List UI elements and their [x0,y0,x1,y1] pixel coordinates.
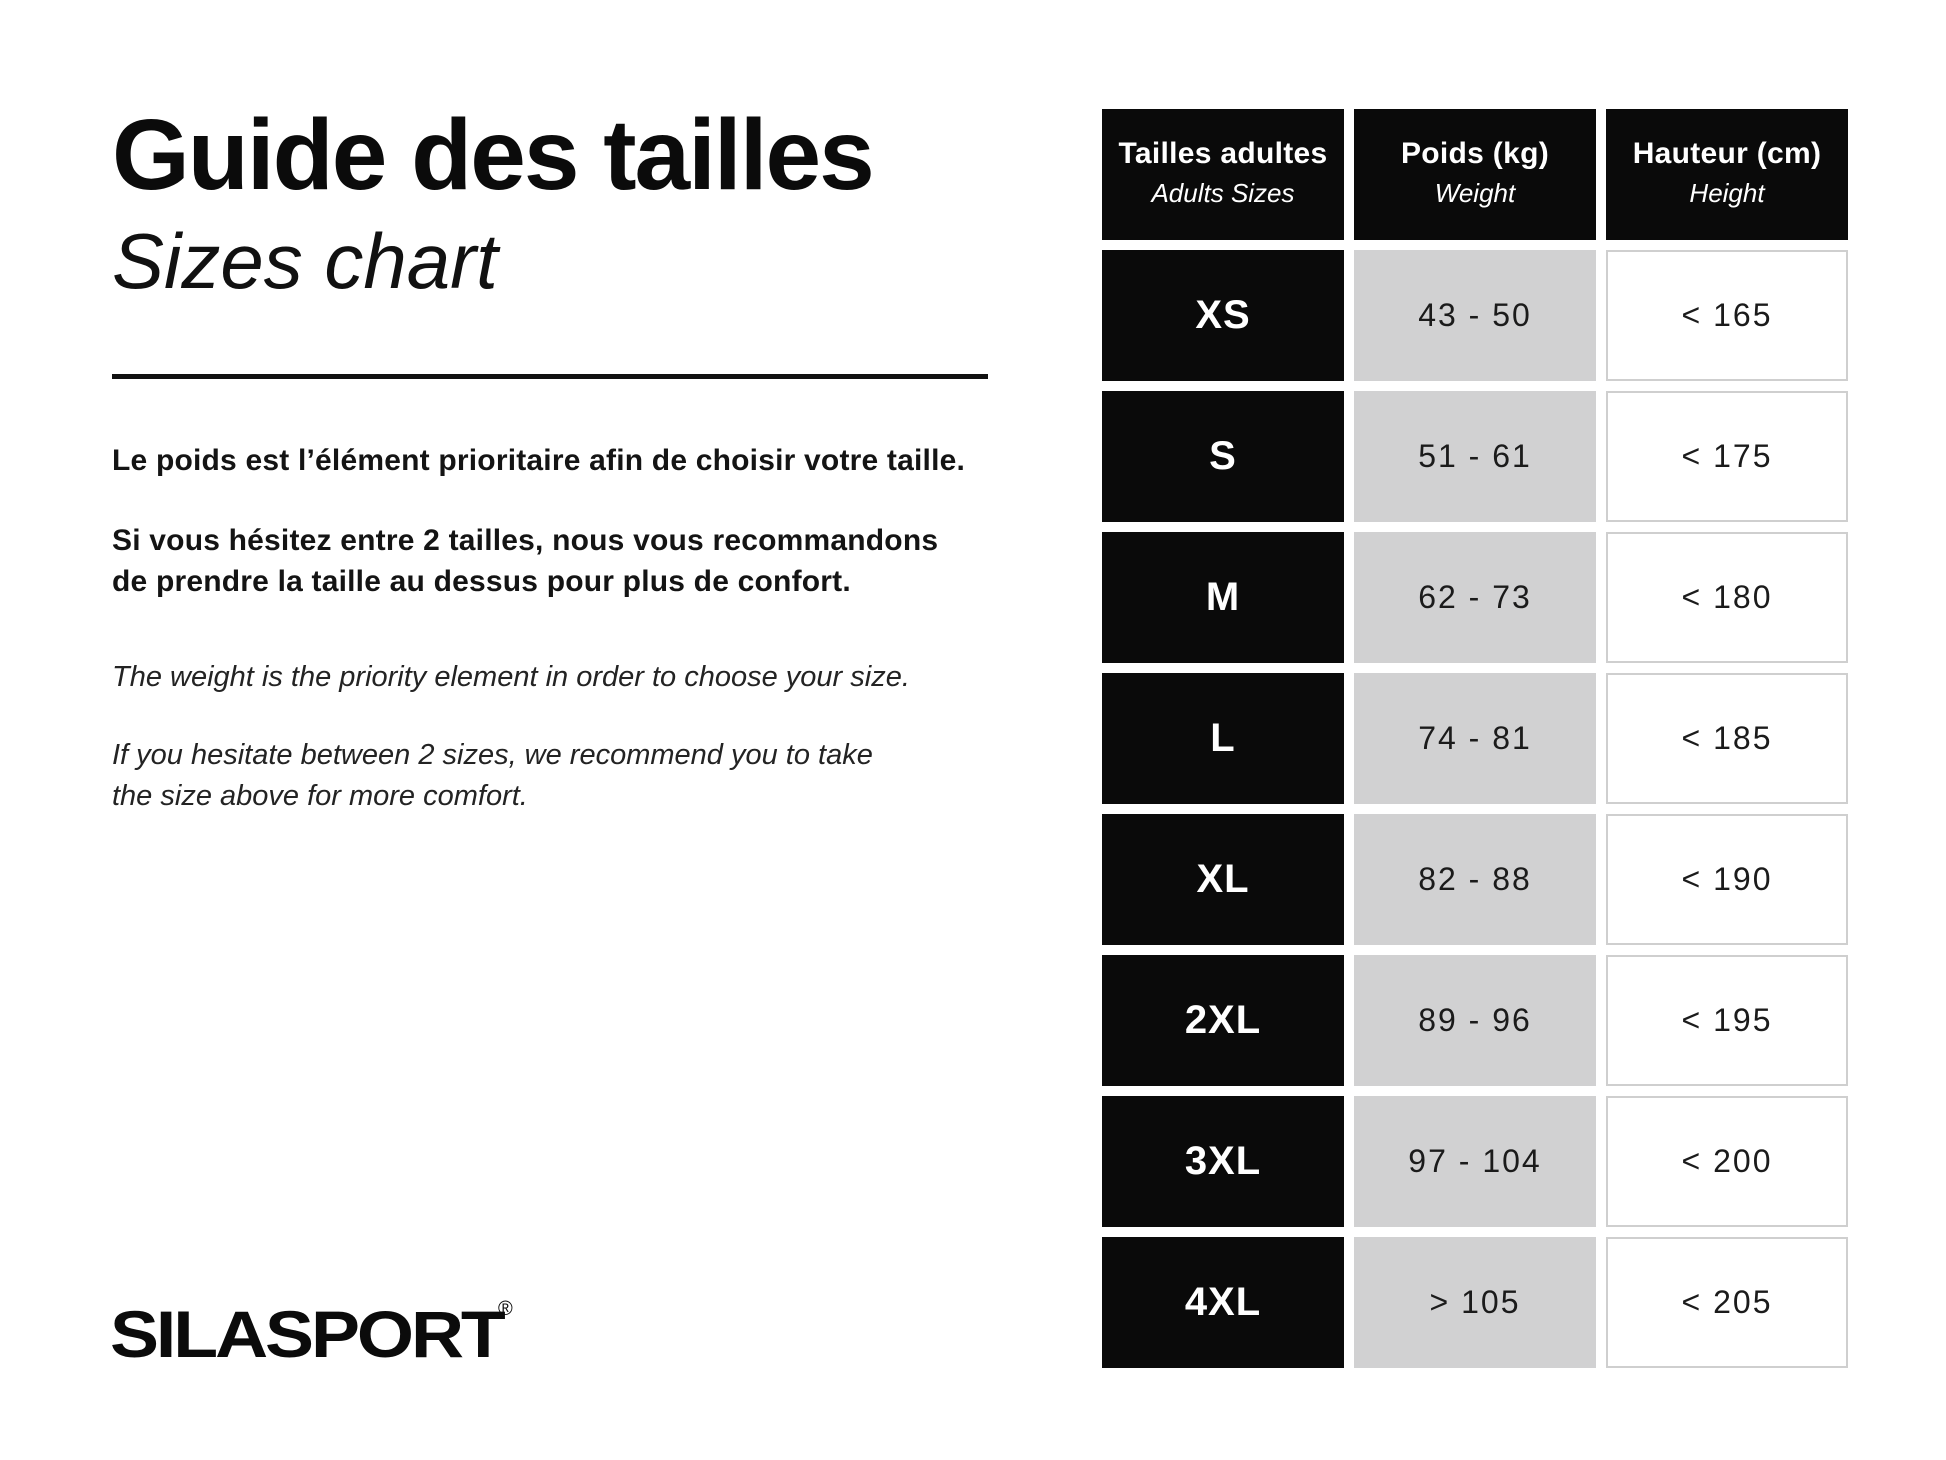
weight-value-cell: 43 - 50 [1354,250,1596,381]
intro-en-line: If you hesitate between 2 sizes, we reco… [112,738,873,771]
size-label-cell: 3XL [1102,1096,1344,1227]
size-label-cell: XS [1102,250,1344,381]
column-header-en: Adults Sizes [1151,177,1295,208]
height-value-cell: < 180 [1606,532,1848,663]
column-header-fr: Tailles adultes [1118,136,1328,170]
intro-en-line: The weight is the priority element in or… [112,660,910,693]
height-value-cell: < 200 [1606,1096,1848,1227]
column-header-en: Height [1689,177,1765,208]
column-header-weight: Poids (kg) Weight [1354,109,1596,240]
weight-value-cell: > 105 [1354,1237,1596,1368]
intro-fr-paragraph-2: Si vous hésitez entre 2 tailles, nous vo… [112,520,1102,602]
size-label-cell: L [1102,673,1344,804]
weight-value-cell: 62 - 73 [1354,532,1596,663]
intro-en-paragraph-1: The weight is the priority element in or… [112,657,1102,698]
intro-fr-line: Le poids est l’élément prioritaire afin … [112,443,966,477]
weight-value-cell: 74 - 81 [1354,673,1596,804]
column-header-fr: Poids (kg) [1400,136,1549,170]
page-title-fr: Guide des tailles [112,99,875,211]
weight-value-cell: 82 - 88 [1354,814,1596,945]
intro-panel: Guide des tailles Sizes chart Le poids e… [112,98,1102,817]
height-value-cell: < 185 [1606,673,1848,804]
height-value-cell: < 175 [1606,391,1848,522]
silasport-logo: SILASPORT® [110,1296,513,1368]
size-table: Tailles adultes Adults Sizes Poids (kg) … [1102,109,1848,1368]
column-header-en: Weight [1434,177,1516,208]
silasport-logo-text: SILASPORT [110,1298,506,1372]
size-label-cell: XL [1102,814,1344,945]
column-header-height: Hauteur (cm) Height [1606,109,1848,240]
height-value-cell: < 205 [1606,1237,1848,1368]
page-title-en: Sizes chart [112,217,498,305]
registered-trademark-icon: ® [498,1298,513,1320]
weight-value-cell: 97 - 104 [1354,1096,1596,1227]
intro-fr-paragraph-1: Le poids est l’élément prioritaire afin … [112,440,1102,481]
column-header-fr: Hauteur (cm) [1632,136,1822,170]
size-label-cell: M [1102,532,1344,663]
intro-en-line: the size above for more comfort. [112,779,528,812]
weight-value-cell: 51 - 61 [1354,391,1596,522]
intro-fr-line: Si vous hésitez entre 2 tailles, nous vo… [112,523,939,557]
size-label-cell: 4XL [1102,1237,1344,1368]
intro-fr-line: de prendre la taille au dessus pour plus… [112,564,851,598]
height-value-cell: < 195 [1606,955,1848,1086]
divider-rule [112,373,988,379]
height-value-cell: < 190 [1606,814,1848,945]
size-label-cell: 2XL [1102,955,1344,1086]
height-value-cell: < 165 [1606,250,1848,381]
weight-value-cell: 89 - 96 [1354,955,1596,1086]
intro-en-paragraph-2: If you hesitate between 2 sizes, we reco… [112,735,1102,817]
size-label-cell: S [1102,391,1344,522]
column-header-sizes: Tailles adultes Adults Sizes [1102,109,1344,240]
